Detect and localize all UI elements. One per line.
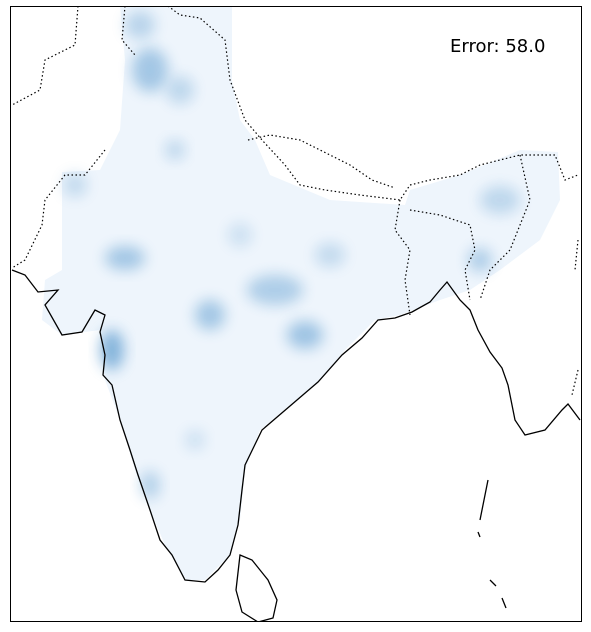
map-content xyxy=(11,6,581,622)
border xyxy=(11,149,106,269)
map-frame xyxy=(10,6,582,622)
border xyxy=(571,239,579,396)
heat-blobs xyxy=(63,11,520,499)
sri-lanka xyxy=(235,554,278,622)
annotation: Error: 58.0 xyxy=(450,36,545,57)
islands xyxy=(477,479,507,609)
border xyxy=(11,6,79,106)
border xyxy=(394,199,476,316)
coastline xyxy=(11,269,581,583)
